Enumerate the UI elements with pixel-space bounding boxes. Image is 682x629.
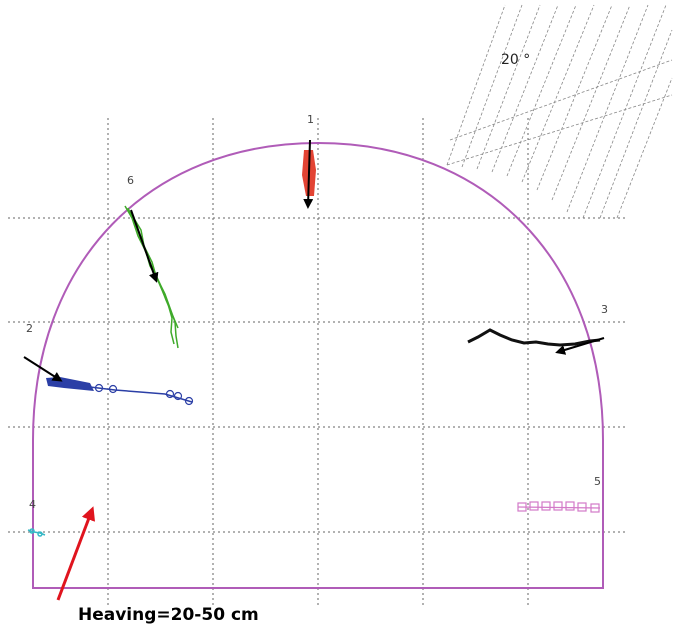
point-3-trace bbox=[467, 328, 605, 355]
angle-label: 20 ° bbox=[501, 52, 530, 68]
point-label-2: 2 bbox=[26, 322, 33, 335]
point-label-5: 5 bbox=[594, 475, 601, 488]
heaving-caption: Heaving=20-50 cm bbox=[78, 605, 259, 625]
grid-lines bbox=[8, 118, 628, 608]
hatched-rock-zone bbox=[446, 4, 673, 219]
point-label-1: 1 bbox=[307, 113, 314, 126]
point-2-trace bbox=[23, 356, 194, 406]
point-label-4: 4 bbox=[29, 498, 36, 511]
heaving-arrow bbox=[56, 506, 96, 601]
point-label-3: 3 bbox=[601, 303, 608, 316]
tunnel-profile bbox=[32, 141, 604, 589]
point-label-6: 6 bbox=[127, 174, 134, 187]
point-1-trace bbox=[302, 139, 316, 209]
point-6-trace bbox=[124, 205, 179, 349]
point-4-trace bbox=[27, 528, 46, 537]
point-5-trace bbox=[517, 501, 601, 513]
